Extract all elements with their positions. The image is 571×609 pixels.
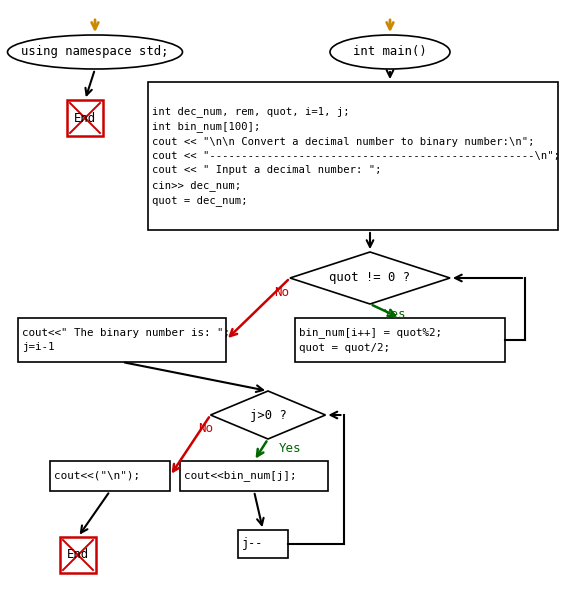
Text: cout<<" The binary number is: ";
j=i-1: cout<<" The binary number is: "; j=i-1 bbox=[22, 328, 230, 352]
Bar bbox=[180, 461, 328, 491]
Text: End: End bbox=[74, 111, 96, 124]
Text: int main(): int main() bbox=[353, 46, 427, 58]
Text: j--: j-- bbox=[242, 538, 263, 551]
Text: No: No bbox=[198, 423, 213, 435]
Text: No: No bbox=[275, 286, 289, 298]
Text: cout<<bin_num[j];: cout<<bin_num[j]; bbox=[184, 471, 296, 482]
Polygon shape bbox=[211, 391, 325, 439]
Text: Yes: Yes bbox=[279, 443, 301, 456]
Text: cout<<("\n");: cout<<("\n"); bbox=[54, 471, 140, 481]
Text: j>0 ?: j>0 ? bbox=[250, 409, 287, 421]
Bar bbox=[295, 318, 505, 362]
Bar bbox=[148, 82, 558, 230]
Bar bbox=[238, 530, 288, 558]
Text: Yes: Yes bbox=[384, 308, 406, 320]
Text: int dec_num, rem, quot, i=1, j;
int bin_num[100];
cout << "\n\n Convert a decima: int dec_num, rem, quot, i=1, j; int bin_… bbox=[152, 106, 560, 206]
Bar bbox=[60, 537, 96, 573]
Bar bbox=[18, 318, 226, 362]
Ellipse shape bbox=[7, 35, 183, 69]
Bar bbox=[50, 461, 170, 491]
Text: bin_num[i++] = quot%2;
quot = quot/2;: bin_num[i++] = quot%2; quot = quot/2; bbox=[299, 328, 442, 353]
Polygon shape bbox=[290, 252, 450, 304]
Text: quot != 0 ?: quot != 0 ? bbox=[329, 272, 411, 284]
Text: End: End bbox=[67, 549, 89, 561]
Bar bbox=[67, 100, 103, 136]
Ellipse shape bbox=[330, 35, 450, 69]
Text: using namespace std;: using namespace std; bbox=[21, 46, 169, 58]
